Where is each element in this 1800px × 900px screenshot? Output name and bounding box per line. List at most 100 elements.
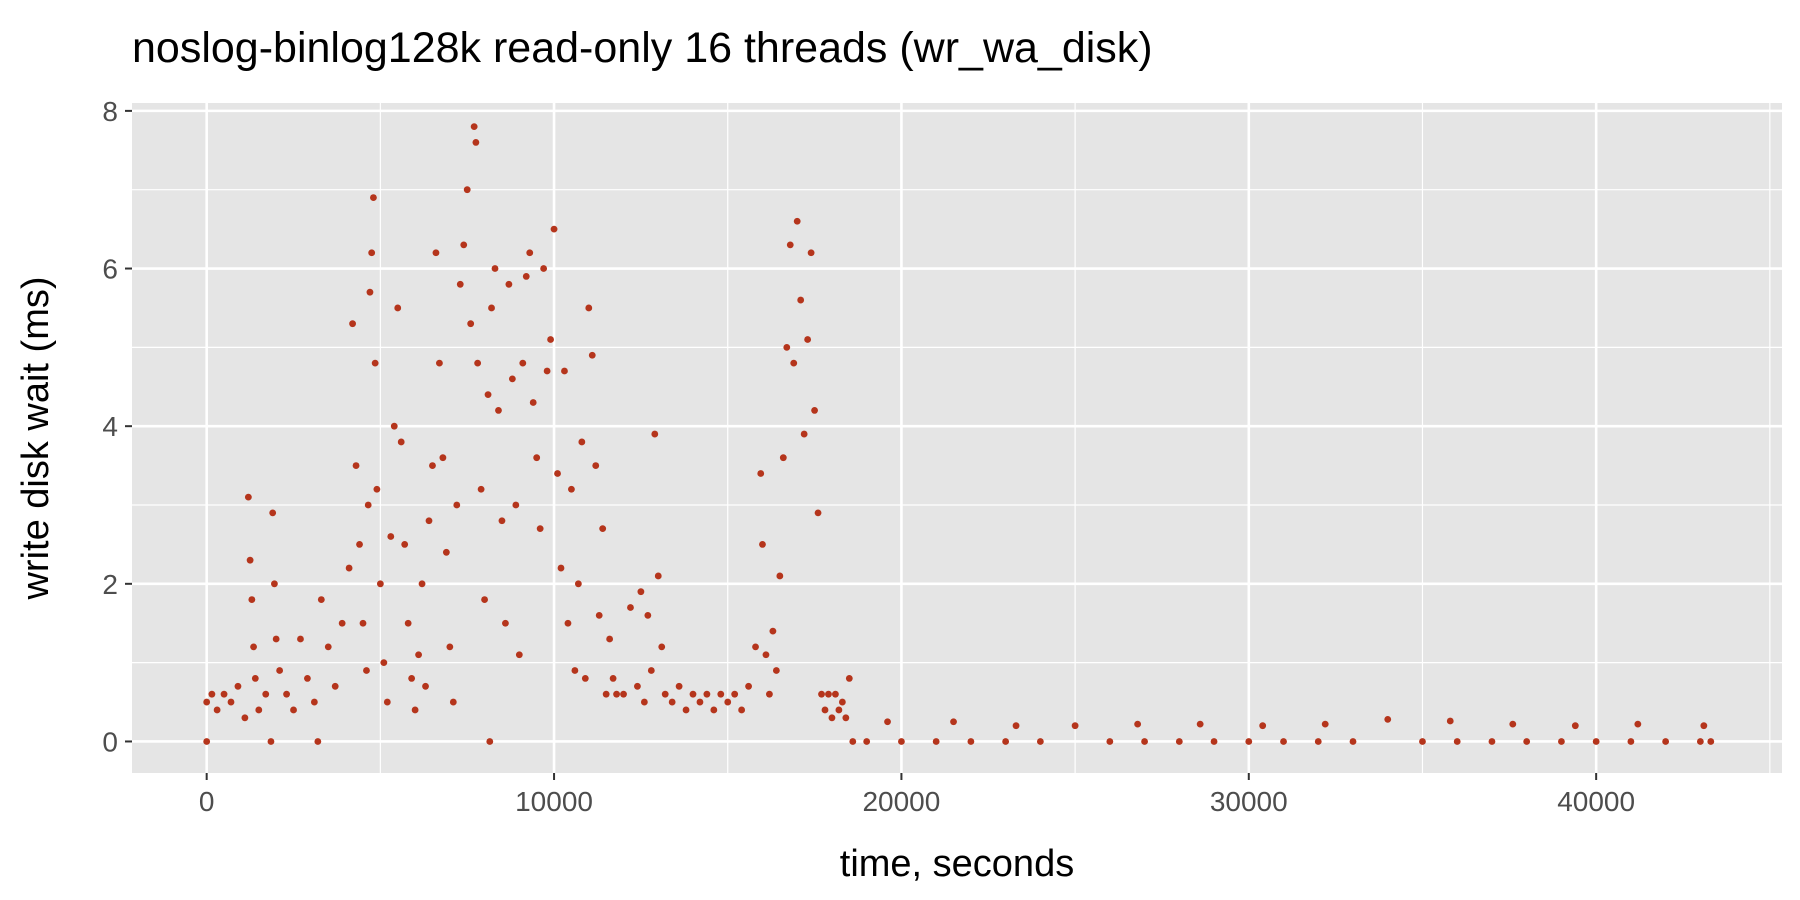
data-point (522, 273, 530, 280)
data-point (314, 738, 322, 745)
data-point (467, 320, 475, 328)
data-point (738, 706, 746, 714)
data-point (578, 438, 586, 446)
data-point (502, 619, 509, 627)
data-point (380, 659, 388, 667)
data-point (1210, 738, 1218, 745)
data-points (203, 123, 1715, 745)
data-point (540, 265, 548, 272)
data-point (529, 399, 537, 406)
data-point (1245, 738, 1253, 745)
data-point (1592, 738, 1600, 745)
data-point (272, 635, 280, 643)
data-point (1696, 738, 1704, 745)
data-point (276, 667, 284, 674)
y-tick-label: 6 (102, 254, 118, 285)
data-point (456, 280, 464, 288)
data-point (599, 525, 607, 533)
data-point (811, 407, 818, 414)
data-point (658, 643, 666, 651)
data-point (613, 690, 620, 698)
data-point (543, 367, 551, 375)
y-tick-label: 8 (102, 96, 118, 127)
data-point (1012, 722, 1020, 730)
data-point (689, 690, 697, 698)
data-point (818, 690, 825, 698)
data-point (661, 690, 669, 698)
x-tick-label: 30000 (1210, 786, 1288, 817)
data-point (557, 564, 565, 572)
data-point (415, 651, 422, 659)
data-point (505, 280, 513, 288)
data-point (297, 635, 304, 643)
data-point (373, 485, 381, 493)
data-point (550, 225, 558, 233)
data-point (371, 359, 379, 367)
data-point (359, 619, 367, 627)
data-point (1134, 720, 1142, 728)
data-point (863, 738, 871, 745)
data-point (536, 525, 544, 533)
data-point (825, 690, 832, 698)
data-point (668, 698, 676, 706)
data-point (234, 682, 242, 690)
data-point (1558, 738, 1565, 745)
data-point (651, 430, 659, 438)
data-point (561, 367, 568, 375)
data-point (644, 611, 652, 619)
data-point (442, 548, 450, 556)
data-point (757, 470, 765, 477)
data-point (512, 501, 520, 509)
data-point (1259, 722, 1267, 730)
data-point (345, 564, 353, 572)
data-point (477, 485, 485, 493)
data-point (486, 738, 494, 745)
data-point (1488, 738, 1496, 745)
y-tick-label: 4 (102, 411, 118, 442)
data-point (304, 675, 311, 682)
data-point (950, 718, 957, 726)
data-point (519, 359, 527, 367)
data-point (370, 194, 377, 201)
data-point (422, 682, 429, 690)
data-point (766, 690, 773, 698)
data-point (366, 288, 374, 296)
data-point (1349, 738, 1357, 745)
data-point (481, 596, 488, 603)
data-point (404, 619, 412, 627)
data-point (845, 675, 853, 682)
data-point (807, 249, 815, 257)
data-point (724, 698, 732, 706)
data-point (408, 675, 416, 682)
data-point (592, 462, 600, 469)
data-point (1453, 738, 1461, 745)
data-point (821, 706, 829, 714)
y-axis-title: write disk wait (ms) (15, 276, 57, 600)
data-point (1523, 738, 1531, 745)
data-point (411, 706, 419, 714)
plot-panel (132, 103, 1782, 773)
data-point (248, 596, 256, 603)
data-point (203, 738, 211, 745)
data-point (842, 714, 850, 722)
data-point (835, 706, 843, 714)
data-point (498, 517, 506, 525)
data-point (568, 485, 575, 493)
data-point (244, 493, 252, 501)
data-point (1571, 722, 1579, 730)
data-point (1106, 738, 1114, 745)
data-point (772, 667, 780, 674)
data-point (488, 304, 495, 312)
data-point (397, 438, 405, 446)
data-point (769, 627, 777, 635)
data-point (227, 698, 235, 706)
data-point (349, 320, 356, 328)
grid-lines (132, 103, 1782, 773)
data-point (1662, 738, 1670, 745)
data-point (387, 533, 395, 540)
data-point (250, 643, 257, 651)
axes: 0 10000 20000 30000 40000 0 2 4 6 8 (102, 96, 1635, 817)
data-point (804, 336, 812, 343)
data-point (654, 572, 662, 580)
